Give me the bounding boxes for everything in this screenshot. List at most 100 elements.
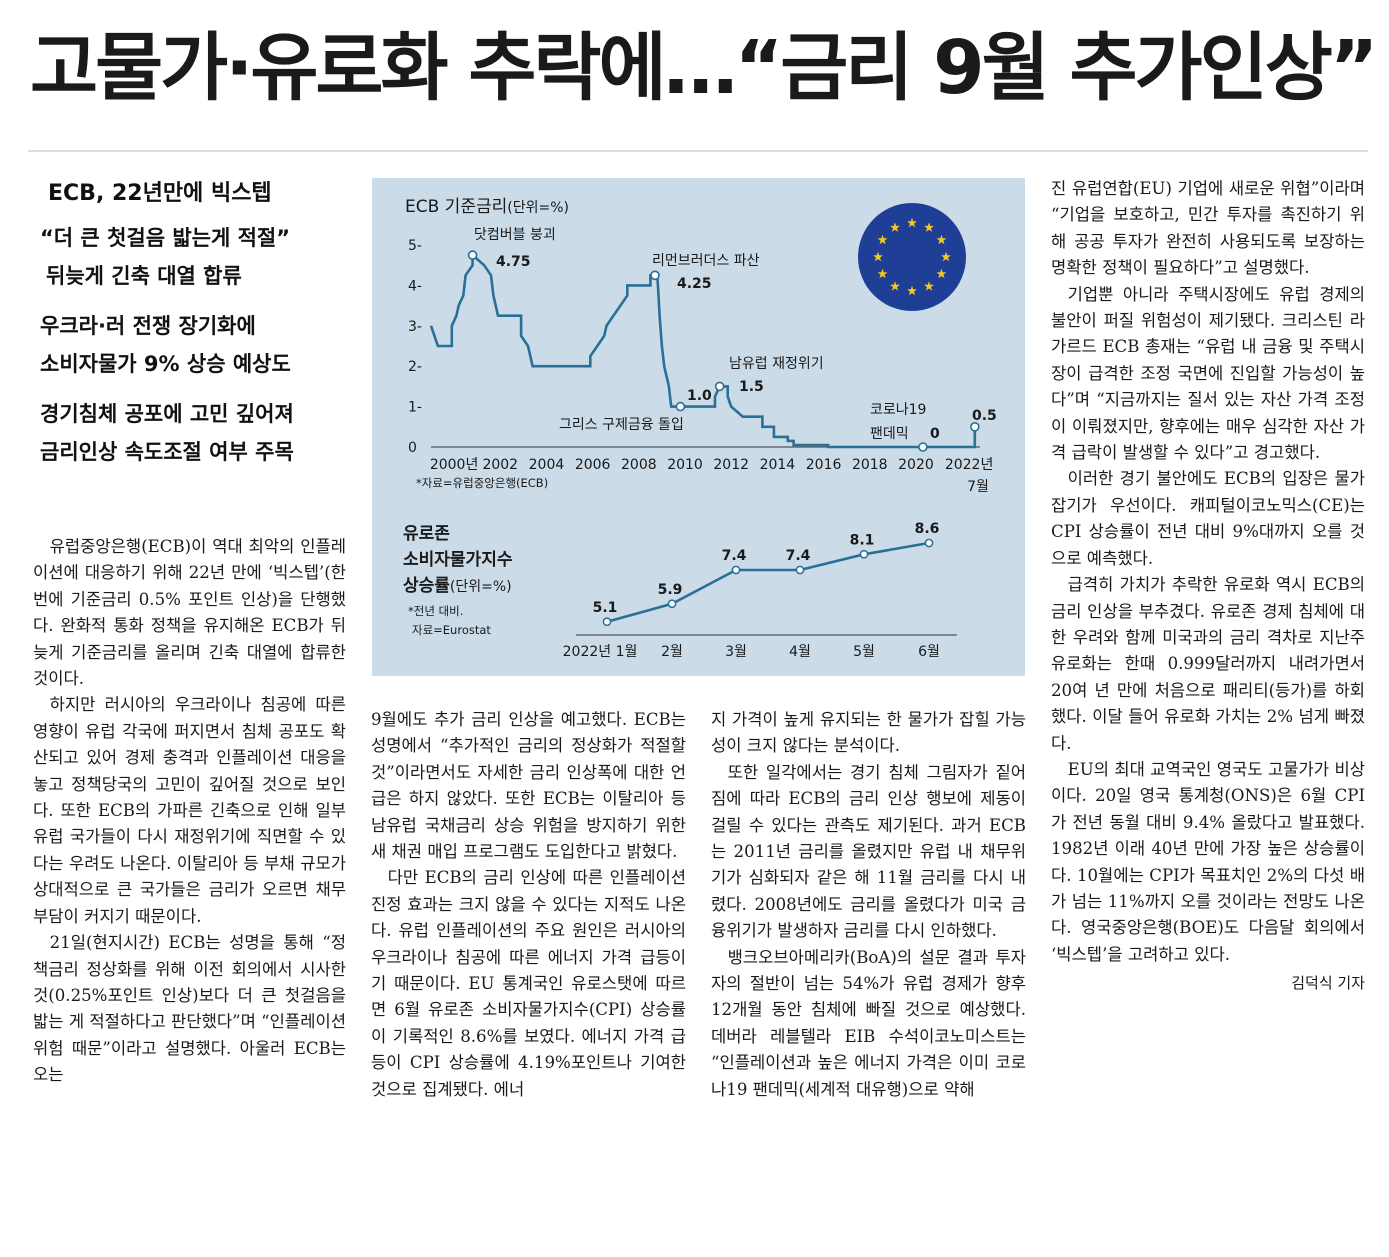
chart2-data-label: 5.9: [658, 582, 683, 598]
headline-rule: [28, 150, 1368, 152]
subhead-line: 소비자물가 9% 상승 예상도: [40, 352, 291, 376]
chart1-y-tick: 2-: [408, 359, 422, 375]
chart1-x-tick: 2014: [760, 457, 796, 473]
chart1-annotation-label: 리먼브러더스 파산: [652, 253, 760, 269]
chart1-data-label: 4.75: [496, 254, 531, 270]
chart1-x-tick: 2020: [898, 457, 934, 473]
chart1-x-tick: 2022년: [945, 457, 994, 473]
chart1-x-tick: 2004: [529, 457, 565, 473]
eu-star-icon: [877, 234, 888, 245]
eu-star-icon: [924, 281, 934, 291]
chart2-title-line: 유로존: [403, 524, 450, 544]
article-column-4: 진 유럽연합(EU) 기업에 새로운 위협”이라며 “기업을 보호하고, 민간 …: [1051, 176, 1365, 997]
chart2-point: [731, 565, 741, 575]
chart-canvas: ECB 기준금리(단위=%) 0 1- 2- 3- 4- 5- 2000년 2002 2004…: [403, 197, 997, 660]
chart2-point: [795, 565, 805, 575]
paragraph: 다만 ECB의 금리 인상에 따른 인플레이션 진정 효과는 크지 않을 수 있…: [371, 868, 686, 1099]
chart1-x-tick: 2006: [575, 457, 611, 473]
headline: 고물가·유로화 추락에…“금리 9월 추가인상”: [30, 25, 1378, 111]
chart1-data-label: 0: [930, 426, 940, 442]
chart1-point: [970, 422, 980, 432]
eu-star-icon: [907, 217, 917, 228]
chart2-data-label: 8.1: [850, 532, 875, 548]
paragraph: 지 가격이 높게 유지되는 한 물가가 잡힐 가능성이 크지 않다는 분석이다.: [711, 710, 1026, 756]
paragraph: 이러한 경기 불안에도 ECB의 입장은 물가 잡기가 우선이다. 캐피털이코노…: [1051, 469, 1365, 568]
chart1-point: [467, 250, 478, 260]
chart2-series-line: [606, 541, 930, 624]
chart1-x-tick: 2018: [852, 457, 888, 473]
eu-star-icon: [877, 268, 888, 279]
chart1-y-tick: 3-: [408, 319, 422, 335]
chart2-point: [859, 549, 869, 559]
eu-star-icon: [936, 234, 947, 245]
chart1-point: [714, 381, 725, 392]
paragraph: EU의 최대 교역국인 영국도 고물가가 비상이다. 20일 영국 통계청(ON…: [1051, 759, 1365, 964]
eu-star-icon: [890, 281, 900, 291]
chart1-annotation-label: 남유럽 재정위기: [729, 356, 824, 372]
chart-panel: ECB 기준금리(단위=%) 0 1- 2- 3- 4- 5- 2000년 2002 2004…: [372, 178, 1025, 676]
chart2-point: [602, 617, 612, 627]
paragraph: 진 유럽연합(EU) 기업에 새로운 위협”이라며 “기업을 보호하고, 민간 …: [1051, 179, 1365, 278]
subheads: ECB, 22년만에 빅스텝 “더 큰 첫걸음 밟는게 적절” 뒤늦게 긴축 대…: [40, 175, 360, 471]
chart1-x-tick: 2010: [667, 457, 703, 473]
chart1-annotation-label: 그리스 구제금융 돌입: [559, 417, 684, 433]
chart2-source: 자료=Eurostat: [412, 623, 491, 637]
subhead-line: 금리인상 속도조절 여부 주목: [40, 440, 294, 464]
chart1-point: [675, 401, 686, 412]
eu-star-icon: [941, 251, 951, 262]
article-column-2: 9월에도 추가 금리 인상을 예고했다. ECB는 성명에서 “추가적인 금리의…: [371, 707, 686, 1103]
chart2-point: [667, 599, 677, 609]
chart2-point: [924, 538, 934, 548]
subhead-line: “더 큰 첫걸음 밟는게 적절”: [40, 226, 291, 250]
chart1-x-extra: 7월: [967, 479, 989, 495]
chart1-point: [650, 270, 660, 281]
chart2-x-tick: 3월: [725, 644, 747, 660]
paragraph: 기업뿐 아니라 주택시장에도 유럽 경제의 불안이 퍼질 위험성이 제기됐다. …: [1051, 284, 1365, 463]
chart1-y-tick: 4-: [408, 278, 422, 294]
chart1-annotation-label: 닷컴버블 붕괴: [474, 227, 556, 243]
chart1-title: ECB 기준금리(단위=%): [405, 197, 569, 217]
chart1-x-tick: 2002: [482, 457, 518, 473]
chart2-title-line: 소비자물가지수: [403, 550, 513, 570]
chart2-x-tick: 2022년 1월: [563, 644, 638, 660]
chart2-x-tick: 4월: [789, 644, 811, 660]
chart1-y-tick: 1-: [408, 400, 422, 416]
chart2-data-label: 7.4: [786, 548, 811, 564]
chart1-annotation-label: 팬데믹: [870, 426, 909, 442]
byline: 김덕식 기자: [1291, 974, 1365, 993]
chart2-data-label: 5.1: [593, 600, 618, 616]
chart1-y-tick: 0: [408, 440, 417, 456]
chart1-source: *자료=유럽중앙은행(ECB): [416, 476, 548, 490]
subhead-main: ECB, 22년만에 빅스텝: [48, 181, 272, 206]
paragraph: 하지만 러시아의 우크라이나 침공에 따른 영향이 유럽 각국에 퍼지면서 침체…: [33, 695, 346, 926]
eu-star-icon: [936, 268, 947, 279]
chart1-annotation-label: 코로나19: [870, 402, 926, 418]
chart2-x-tick: 6월: [918, 644, 940, 660]
chart1-x-tick: 2008: [621, 457, 657, 473]
chart2-title-line: 상승률(단위=%): [403, 576, 512, 596]
chart1-data-label: 4.25: [677, 276, 712, 292]
eu-star-icon: [924, 222, 934, 232]
chart1-x-tick: 2012: [713, 457, 749, 473]
chart2-x-tick: 5월: [853, 644, 875, 660]
chart2-data-label: 7.4: [722, 548, 747, 564]
paragraph: 또한 일각에서는 경기 침체 그림자가 짙어짐에 따라 ECB의 금리 인상 행…: [711, 762, 1026, 941]
eu-flag-icon: [858, 203, 966, 311]
chart2-x-tick: 2월: [661, 644, 683, 660]
chart2-note: *전년 대비.: [408, 604, 463, 618]
article-column-3: 지 가격이 높게 유지되는 한 물가가 잡힐 가능성이 크지 않다는 분석이다.…: [711, 707, 1026, 1103]
paragraph: 유럽중앙은행(ECB)이 역대 최악의 인플레이션에 대응하기 위해 22년 만…: [33, 537, 346, 689]
chart1-data-label: 1.5: [739, 379, 764, 395]
chart1-data-label: 1.0: [687, 388, 712, 404]
chart1-point: [918, 442, 928, 452]
subhead-line: 뒤늦게 긴축 대열 합류: [46, 264, 242, 288]
paragraph: 9월에도 추가 금리 인상을 예고했다. ECB는 성명에서 “추가적인 금리의…: [371, 710, 686, 862]
eu-star-icon: [873, 251, 883, 262]
article-column-1: 유럽중앙은행(ECB)이 역대 최악의 인플레이션에 대응하기 위해 22년 만…: [33, 534, 346, 1089]
chart1-x-tick: 2000년: [430, 457, 479, 473]
subhead-line: 경기침체 공포에 고민 깊어져: [40, 402, 294, 426]
chart1-y-tick: 5-: [408, 238, 422, 254]
eu-star-icon: [907, 285, 917, 296]
subhead-line: 우크라·러 전쟁 장기화에: [40, 314, 256, 338]
chart1-x-tick: 2016: [806, 457, 842, 473]
